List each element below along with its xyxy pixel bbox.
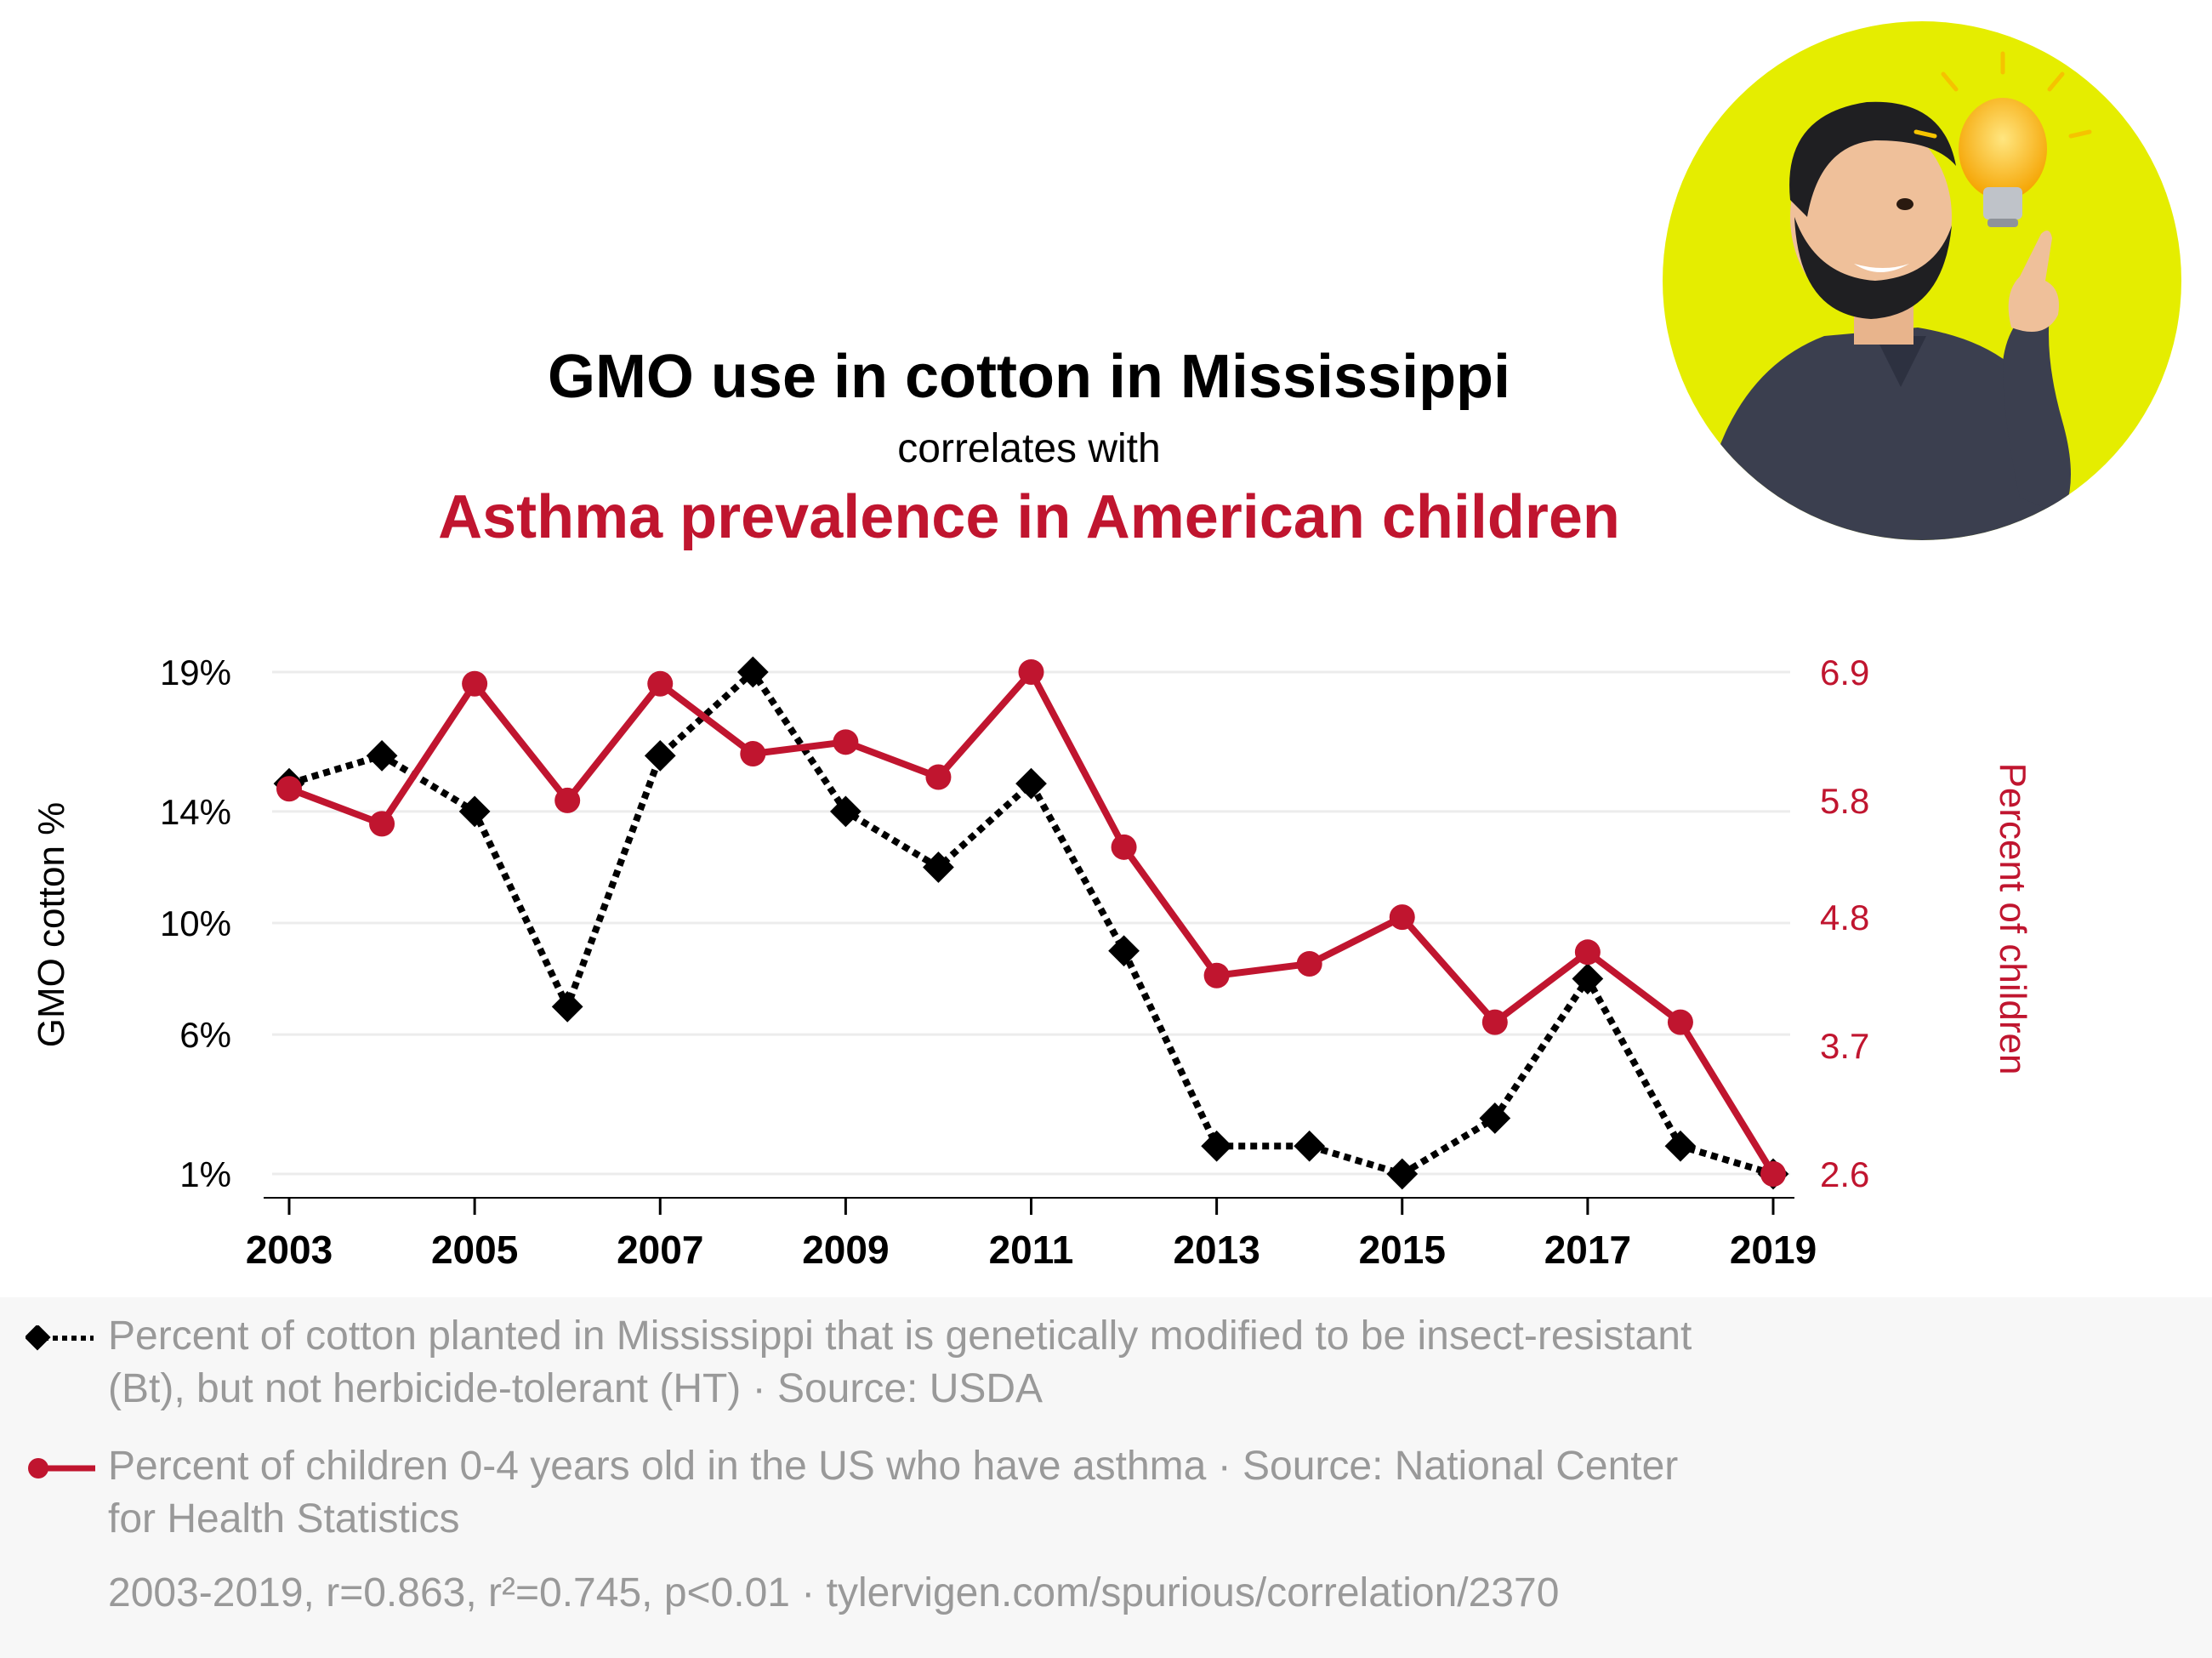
data-point-gmo — [1201, 1130, 1233, 1162]
y-left-tick-label: 10% — [160, 903, 231, 943]
x-tick-label: 2019 — [1730, 1228, 1817, 1272]
stats-text: 2003-2019, r=0.863, r²=0.745, p<0.01 · t… — [108, 1570, 1560, 1615]
data-point-gmo — [1664, 1130, 1697, 1162]
data-point-gmo — [1572, 963, 1604, 994]
data-point-gmo — [1386, 1158, 1419, 1190]
data-point-asthma — [1296, 951, 1322, 977]
data-point-gmo — [1108, 935, 1140, 967]
data-point-asthma — [833, 729, 859, 755]
legend-label-asthma: Percent of children 0-4 years old in the… — [108, 1444, 1679, 1542]
data-point-asthma — [925, 764, 952, 790]
x-tick-label: 2017 — [1544, 1228, 1631, 1272]
x-tick-label: 2013 — [1173, 1228, 1260, 1272]
connector-text: correlates with — [897, 426, 1161, 472]
series — [273, 656, 1789, 1190]
y-right-tick-label: 3.7 — [1820, 1026, 1869, 1066]
axes: 1% 6% 10% 14% 19% 2.6 3.7 4.8 5.8 6.9 2003 2005 2007… — [160, 652, 1869, 1272]
red-circle-line-icon — [28, 1458, 95, 1479]
data-point-asthma — [1111, 834, 1137, 860]
data-point-asthma — [1574, 939, 1601, 966]
y-left-tick-label: 1% — [179, 1154, 231, 1194]
data-point-gmo — [1015, 767, 1047, 800]
data-point-asthma — [1667, 1009, 1693, 1035]
y-axis-right-label: Percent of children — [1992, 763, 2033, 1075]
data-point-gmo — [366, 739, 398, 772]
data-point-asthma — [1481, 1009, 1508, 1035]
y-right-tick-label: 5.8 — [1820, 781, 1869, 821]
data-point-asthma — [1018, 659, 1044, 685]
bearded-man-lightbulb-icon — [1663, 21, 2181, 540]
data-point-gmo — [458, 795, 491, 828]
chart-subtitle: Asthma prevalence in American children — [438, 483, 1620, 552]
y-right-tick-label: 2.6 — [1820, 1154, 1869, 1194]
y-left-tick-label: 6% — [179, 1015, 231, 1055]
footer — [0, 1297, 2212, 1658]
data-point-gmo — [829, 795, 861, 828]
data-point-asthma — [647, 670, 674, 697]
data-point-asthma — [1760, 1161, 1786, 1187]
chart: 1% 6% 10% 14% 19% 2.6 3.7 4.8 5.8 6.9 2003 2005 2007… — [31, 652, 2033, 1272]
data-point-gmo — [551, 990, 583, 1023]
y-axis-left-label: GMO cotton % — [31, 802, 72, 1048]
x-tick-label: 2003 — [246, 1228, 333, 1272]
y-left-tick-label: 19% — [160, 652, 231, 692]
axis-labels: GMO cotton % Percent of children — [31, 763, 2033, 1075]
y-right-tick-label: 6.9 — [1820, 652, 1869, 692]
data-point-asthma — [462, 670, 488, 697]
x-tick-label: 2015 — [1359, 1228, 1446, 1272]
x-tick-label: 2007 — [617, 1228, 703, 1272]
y-left-tick-label: 14% — [160, 792, 231, 832]
data-point-gmo — [1479, 1102, 1511, 1134]
data-point-gmo — [923, 852, 954, 883]
y-right-tick-label: 4.8 — [1820, 897, 1869, 937]
data-point-asthma — [1389, 904, 1415, 931]
series-line-gmo — [287, 669, 1775, 1177]
legend-label-gmo: Percent of cotton planted in Mississippi… — [108, 1313, 1692, 1412]
data-point-gmo — [644, 739, 676, 772]
data-point-asthma — [369, 811, 395, 837]
data-point-asthma — [276, 776, 302, 802]
data-point-gmo — [1294, 1130, 1326, 1162]
data-point-asthma — [740, 741, 766, 767]
data-point-gmo — [736, 656, 769, 688]
x-tick-label: 2009 — [802, 1228, 889, 1272]
x-tick-label: 2011 — [989, 1228, 1074, 1272]
title-block: GMO use in cotton in Mississippi correla… — [0, 340, 2058, 555]
data-point-asthma — [1203, 962, 1230, 989]
x-tick-label: 2005 — [431, 1228, 518, 1272]
data-point-asthma — [554, 787, 581, 813]
chart-title: GMO use in cotton in Mississippi — [547, 343, 1511, 411]
grid-lines — [272, 670, 1790, 1176]
dotted-diamond-line-icon — [26, 1325, 94, 1351]
